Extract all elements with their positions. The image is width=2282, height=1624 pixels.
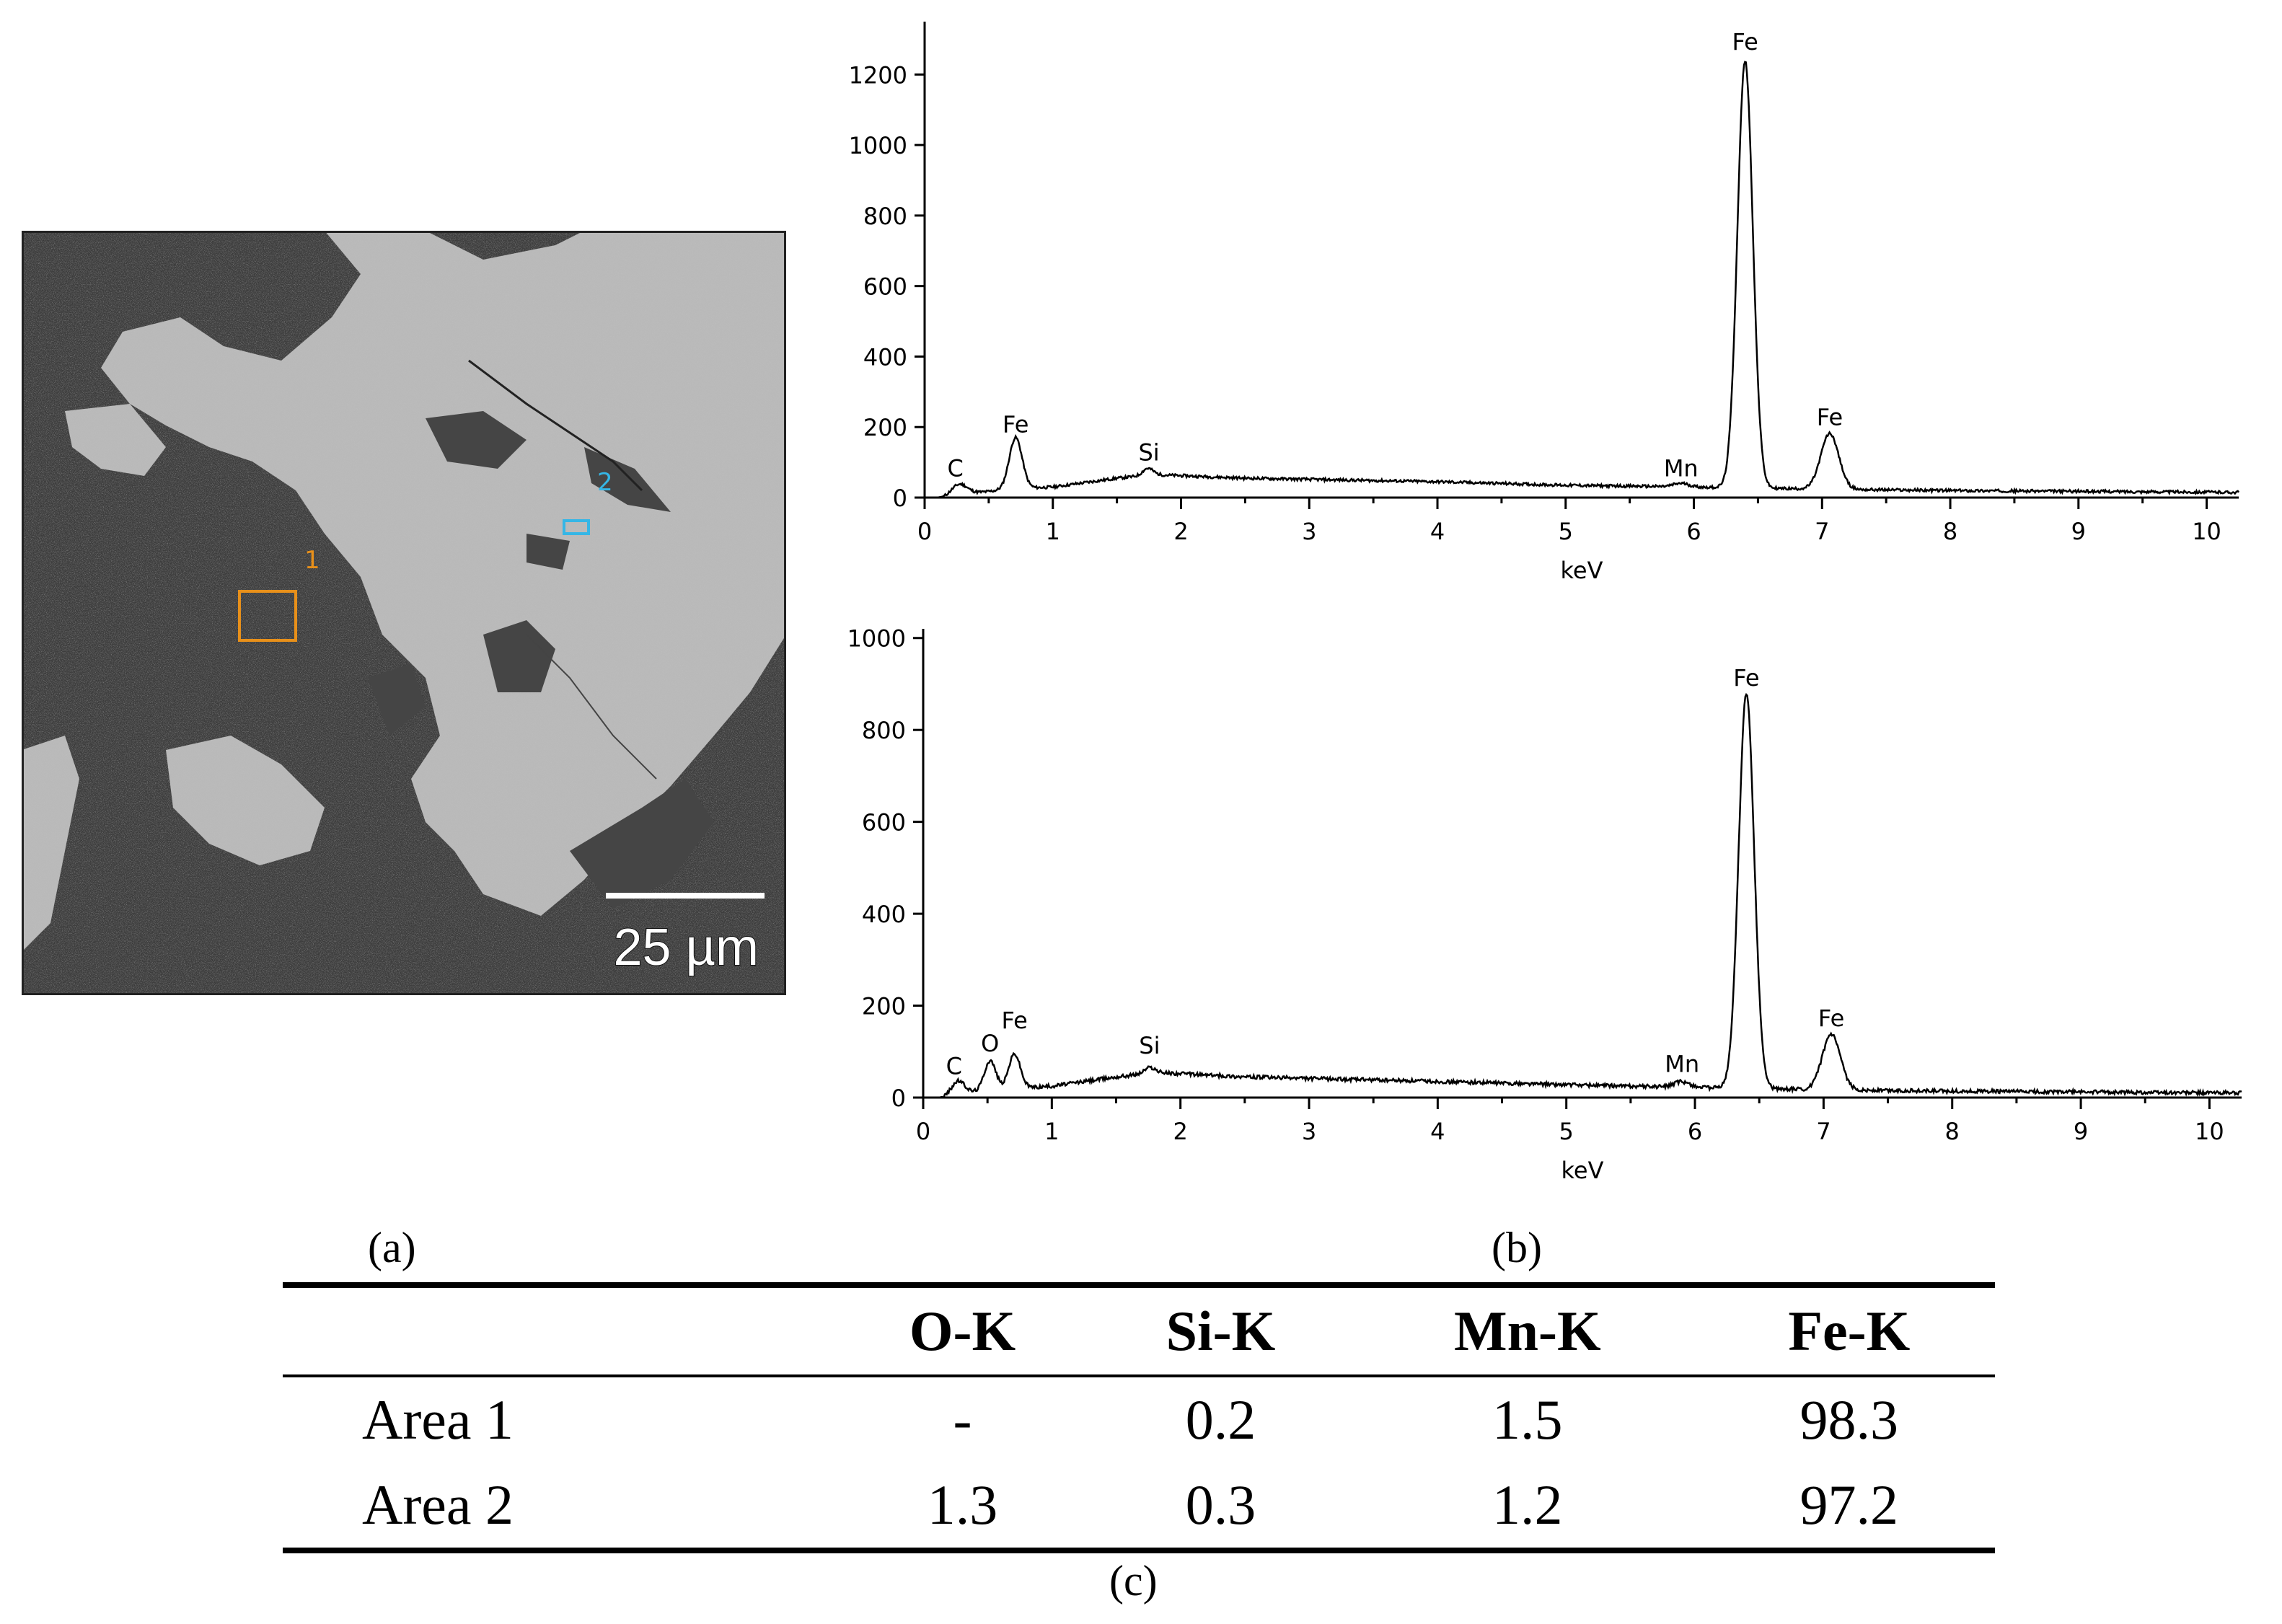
- sem-dark-islands: [368, 411, 714, 909]
- peak-label: C: [946, 1053, 962, 1080]
- table-cell: 1.3: [835, 1462, 1090, 1553]
- spectrum-line: [925, 61, 2240, 499]
- table-cell: -: [953, 1388, 972, 1451]
- x-tick-label: 4: [1430, 518, 1445, 545]
- x-tick-label: 2: [1173, 1118, 1188, 1145]
- x-tick-label: 7: [1816, 1118, 1831, 1145]
- x-tick-label: 8: [1943, 518, 1957, 545]
- y-tick-label: 0: [893, 485, 907, 512]
- table-header-cell: [283, 1282, 836, 1377]
- sem-micrograph: 1 2 25 µm: [22, 231, 786, 995]
- table-header-cell: Si-K: [1089, 1282, 1352, 1377]
- y-tick-label: 1000: [847, 625, 906, 653]
- y-tick-label: 600: [862, 809, 906, 837]
- peak-label: Fe: [1818, 1005, 1844, 1032]
- x-tick-label: 3: [1302, 1118, 1316, 1145]
- table-row: Area 1 - 0.2 1.5 98.3: [283, 1376, 1995, 1462]
- y-tick-label: 600: [863, 273, 907, 301]
- peak-label: C: [947, 454, 963, 482]
- peak-label: Si: [1139, 1032, 1160, 1059]
- peak-label: Fe: [1003, 410, 1028, 438]
- y-tick-label: 200: [863, 414, 907, 441]
- table-header-cell: Mn-K: [1352, 1282, 1704, 1377]
- area-1-label: 1: [304, 546, 320, 575]
- spectrum-line: [923, 692, 2242, 1099]
- y-tick-label: 800: [862, 717, 906, 744]
- y-tick-label: 0: [891, 1085, 906, 1112]
- x-tick-label: 4: [1430, 1118, 1445, 1145]
- x-tick-label: 10: [2195, 1118, 2224, 1145]
- x-axis-label: keV: [1561, 557, 1603, 584]
- area-2-marker: 2: [563, 468, 613, 535]
- y-tick-label: 400: [863, 343, 907, 371]
- peak-label: Mn: [1664, 454, 1699, 482]
- scale-bar: 25 µm: [606, 893, 765, 977]
- x-tick-label: 10: [2192, 518, 2221, 545]
- table-cell: Area 1: [362, 1388, 514, 1451]
- table-header-cell: O-K: [835, 1282, 1090, 1377]
- x-tick-label: 6: [1686, 518, 1701, 545]
- y-tick-label: 400: [862, 901, 906, 928]
- x-tick-label: 6: [1688, 1118, 1702, 1145]
- x-tick-label: 5: [1559, 518, 1573, 545]
- table-cell: 97.2: [1703, 1462, 1995, 1553]
- y-tick-label: 200: [862, 993, 906, 1020]
- peak-label: Fe: [1732, 28, 1758, 56]
- eds-spectrum-area-1: 0 200 400 600 800 1000 1200 0 1 2 3 4 5 6 7 8 9 10 keV C Fe S…: [849, 22, 2240, 584]
- peak-label: Fe: [1733, 664, 1759, 692]
- peak-label: Si: [1138, 438, 1159, 466]
- area-1-marker: 1: [238, 546, 320, 642]
- y-tick-label: 1000: [849, 132, 907, 159]
- table-cell: 1.5: [1492, 1388, 1563, 1451]
- sem-crack: [468, 359, 643, 492]
- peak-label: Fe: [1001, 1007, 1027, 1034]
- panel-label-b: (b): [1492, 1224, 1542, 1271]
- table-cell: Area 2: [283, 1462, 836, 1553]
- x-tick-label: 8: [1945, 1118, 1960, 1145]
- area-2-label: 2: [597, 468, 613, 497]
- x-tick-label: 5: [1559, 1118, 1574, 1145]
- table-header-row: O-K Si-K Mn-K Fe-K: [283, 1282, 1995, 1377]
- table-cell: 0.2: [1185, 1388, 1256, 1451]
- x-tick-label: 9: [2071, 518, 2086, 545]
- table-header-cell: Fe-K: [1703, 1282, 1995, 1377]
- peak-label: O: [981, 1030, 999, 1057]
- x-tick-label: 0: [917, 518, 932, 545]
- x-tick-label: 0: [916, 1118, 930, 1145]
- y-tick-label: 1200: [849, 61, 907, 89]
- peak-label: Fe: [1817, 404, 1843, 431]
- x-axis-label: keV: [1561, 1157, 1604, 1184]
- x-tick-label: 1: [1046, 518, 1060, 545]
- table-cell: 1.2: [1352, 1462, 1704, 1553]
- table-row: Area 2 1.3 0.3 1.2 97.2: [283, 1462, 1995, 1553]
- x-tick-label: 9: [2074, 1118, 2088, 1145]
- table-cell: 98.3: [1799, 1388, 1899, 1451]
- scale-bar-label: 25 µm: [613, 919, 759, 976]
- x-tick-label: 7: [1815, 518, 1829, 545]
- peak-label: Mn: [1665, 1051, 1699, 1078]
- panel-label-a: (a): [368, 1224, 416, 1271]
- panel-label-c: (c): [1109, 1557, 1158, 1605]
- x-tick-label: 3: [1302, 518, 1316, 545]
- x-tick-label: 2: [1173, 518, 1188, 545]
- table-cell: 0.3: [1089, 1462, 1352, 1553]
- y-tick-label: 800: [863, 203, 907, 230]
- composition-table: O-K Si-K Mn-K Fe-K Area 1 - 0.2 1.5 98.3…: [283, 1282, 1995, 1553]
- x-tick-label: 1: [1044, 1118, 1059, 1145]
